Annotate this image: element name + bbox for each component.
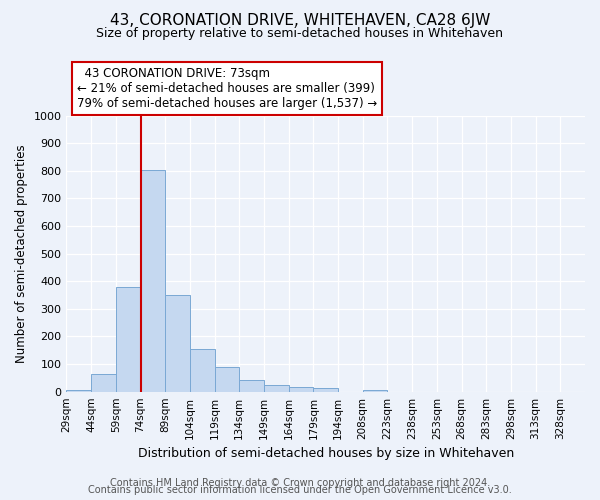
Bar <box>239 380 264 392</box>
Bar <box>215 368 239 392</box>
Bar <box>140 170 165 392</box>
Text: 43 CORONATION DRIVE: 73sqm
← 21% of semi-detached houses are smaller (399)
79% o: 43 CORONATION DRIVE: 73sqm ← 21% of semi… <box>77 67 377 110</box>
Bar <box>190 349 215 392</box>
Bar <box>313 388 338 392</box>
Bar <box>165 295 190 392</box>
Text: Contains HM Land Registry data © Crown copyright and database right 2024.: Contains HM Land Registry data © Crown c… <box>110 478 490 488</box>
X-axis label: Distribution of semi-detached houses by size in Whitehaven: Distribution of semi-detached houses by … <box>137 447 514 460</box>
Bar <box>289 387 313 392</box>
Bar <box>67 390 91 392</box>
Bar <box>363 390 388 392</box>
Bar <box>264 385 289 392</box>
Bar <box>91 374 116 392</box>
Y-axis label: Number of semi-detached properties: Number of semi-detached properties <box>15 144 28 363</box>
Text: Size of property relative to semi-detached houses in Whitehaven: Size of property relative to semi-detach… <box>97 28 503 40</box>
Text: 43, CORONATION DRIVE, WHITEHAVEN, CA28 6JW: 43, CORONATION DRIVE, WHITEHAVEN, CA28 6… <box>110 12 490 28</box>
Text: Contains public sector information licensed under the Open Government Licence v3: Contains public sector information licen… <box>88 485 512 495</box>
Bar <box>116 287 140 392</box>
